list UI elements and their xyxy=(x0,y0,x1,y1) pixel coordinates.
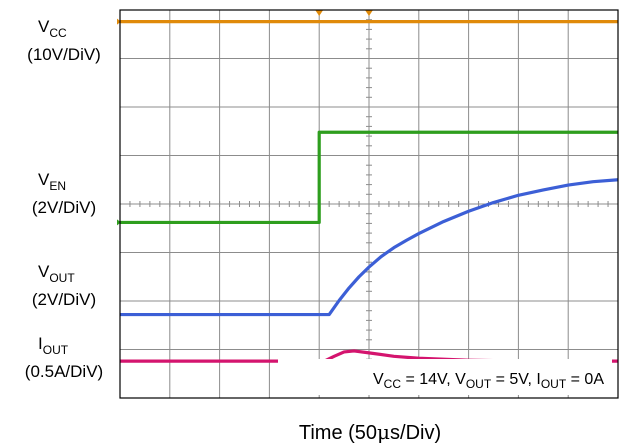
ven-trace xyxy=(120,130,618,225)
iout-label-base: I xyxy=(38,334,43,353)
ven-label-base: V xyxy=(38,170,50,189)
vout-label-base: V xyxy=(38,262,50,281)
vout-trace xyxy=(120,178,619,317)
plot-frame xyxy=(119,9,619,399)
horizontal-center-marker xyxy=(365,10,373,16)
channel-label-iout: IOUT (0.5A/DiV) xyxy=(25,334,103,381)
trigger-position-marker xyxy=(315,10,324,16)
ven-label-sub: EN xyxy=(49,179,66,193)
x-axis-label: Time (50μs/Div) xyxy=(299,420,441,444)
vcc-label-sub: CC xyxy=(49,26,67,40)
svg-text:VOUT: VOUT xyxy=(38,262,75,285)
iout-label-sub: OUT xyxy=(43,343,69,357)
svg-text:VCC: VCC xyxy=(38,17,67,40)
vout-scale-label: (2V/DiV) xyxy=(32,290,96,309)
ven-scale-label: (2V/DiV) xyxy=(32,198,96,217)
channel-label-vcc: VCC (10V/DiV) xyxy=(27,17,101,64)
vcc-scale-label: (10V/DiV) xyxy=(27,45,101,64)
conditions-annotation: VCC = 14V, VOUT = 5V, IOUT = 0A xyxy=(373,371,604,391)
vcc-ground-marker xyxy=(117,18,121,25)
trigger-markers xyxy=(117,10,373,226)
svg-text:IOUT: IOUT xyxy=(38,334,69,357)
vcc-label-base: V xyxy=(38,17,50,36)
ven-ground-marker xyxy=(117,219,121,226)
channel-label-vout: VOUT (2V/DiV) xyxy=(32,262,96,309)
channel-label-ven: VEN (2V/DiV) xyxy=(32,170,96,217)
conditions-backdrop xyxy=(278,359,612,395)
chart-grid xyxy=(119,9,619,399)
iout-scale-label: (0.5A/DiV) xyxy=(25,362,103,381)
svg-text:VEN: VEN xyxy=(38,170,66,193)
vout-label-sub: OUT xyxy=(49,271,75,285)
